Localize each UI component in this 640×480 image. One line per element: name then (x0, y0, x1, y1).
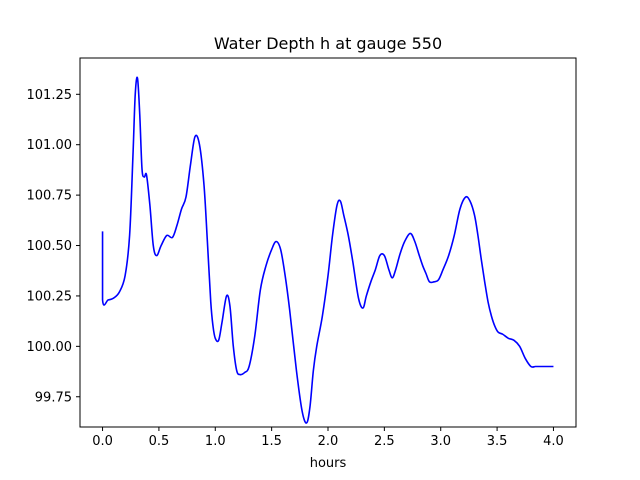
plot-lines (101, 76, 554, 424)
y-tick-label: 100.75 (27, 189, 73, 204)
y-tick-label: 100.50 (27, 239, 73, 254)
plot-frame (79, 57, 577, 428)
y-axis-ticks: 99.75 100.00 100.25 100.50 100.75 101.00 101.2… (27, 88, 80, 405)
chart-title: Water Depth h at gauge 550 (214, 34, 442, 53)
y-tick-label: 101.25 (27, 88, 73, 103)
x-tick-label: 1.5 (261, 434, 282, 449)
y-tick-label: 100.00 (27, 340, 73, 355)
x-tick-label: 0.5 (149, 434, 170, 449)
x-axis-ticks: 0.0 0.5 1.0 1.5 2.0 2.5 3.0 3.5 4.0 (92, 427, 564, 449)
x-axis-label: hours (310, 456, 347, 471)
y-tick-label: 100.25 (27, 289, 73, 304)
x-tick-label: 3.5 (487, 434, 508, 449)
y-tick-label: 99.75 (35, 390, 72, 405)
y-tick-label: 101.00 (27, 138, 73, 153)
x-tick-label: 1.0 (205, 434, 226, 449)
x-tick-label: 2.5 (374, 434, 395, 449)
x-tick-label: 3.0 (430, 434, 451, 449)
series-line (101, 76, 554, 424)
x-tick-label: 2.0 (318, 434, 339, 449)
x-tick-label: 0.0 (92, 434, 113, 449)
x-tick-label: 4.0 (543, 434, 564, 449)
